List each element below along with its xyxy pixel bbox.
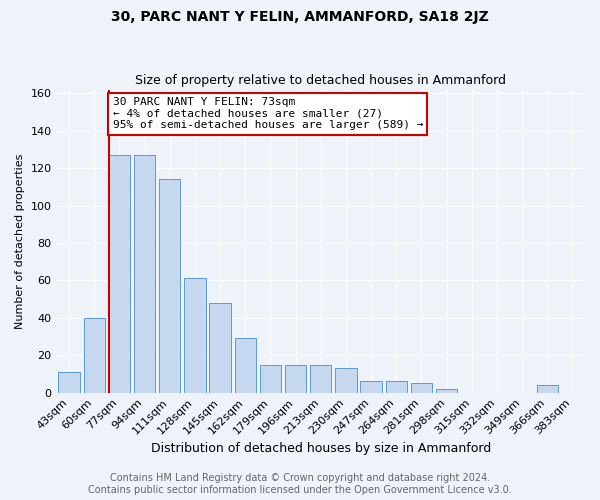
X-axis label: Distribution of detached houses by size in Ammanford: Distribution of detached houses by size … [151, 442, 491, 455]
Bar [260, 364, 281, 392]
Bar [436, 389, 457, 392]
Bar [109, 155, 130, 392]
Bar [184, 278, 206, 392]
Bar [134, 155, 155, 392]
Bar [159, 180, 181, 392]
Bar [386, 382, 407, 392]
Bar [411, 384, 432, 392]
Y-axis label: Number of detached properties: Number of detached properties [15, 154, 25, 329]
Bar [310, 364, 331, 392]
Bar [335, 368, 356, 392]
Bar [235, 338, 256, 392]
Bar [209, 303, 231, 392]
Title: Size of property relative to detached houses in Ammanford: Size of property relative to detached ho… [135, 74, 506, 87]
Bar [58, 372, 80, 392]
Bar [361, 382, 382, 392]
Text: 30, PARC NANT Y FELIN, AMMANFORD, SA18 2JZ: 30, PARC NANT Y FELIN, AMMANFORD, SA18 2… [111, 10, 489, 24]
Bar [285, 364, 307, 392]
Text: 30 PARC NANT Y FELIN: 73sqm
← 4% of detached houses are smaller (27)
95% of semi: 30 PARC NANT Y FELIN: 73sqm ← 4% of deta… [113, 97, 423, 130]
Bar [83, 318, 105, 392]
Bar [536, 385, 558, 392]
Text: Contains HM Land Registry data © Crown copyright and database right 2024.
Contai: Contains HM Land Registry data © Crown c… [88, 474, 512, 495]
